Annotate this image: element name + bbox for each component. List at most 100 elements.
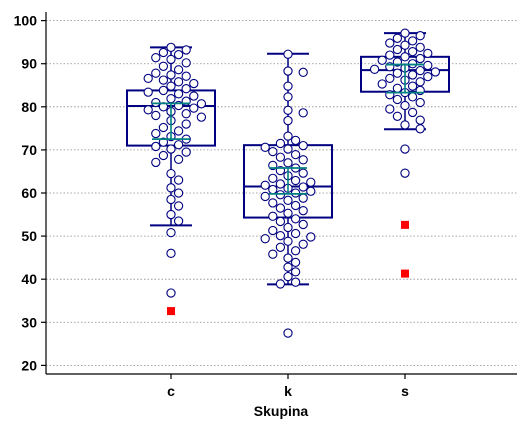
data-point: [283, 271, 293, 282]
data-point: [166, 288, 176, 298]
data-point: [283, 49, 293, 59]
data-point: [392, 94, 403, 105]
data-point: [275, 203, 286, 213]
data-point: [385, 73, 395, 84]
y-tick-label: 60: [21, 185, 37, 201]
y-tick-label: 70: [21, 142, 37, 158]
data-point: [392, 44, 403, 55]
data-point: [283, 208, 293, 218]
data-point: [290, 277, 301, 287]
data-point: [189, 78, 199, 89]
data-point: [260, 180, 270, 190]
data-point: [181, 58, 191, 68]
data-point: [158, 137, 169, 147]
data-point: [275, 231, 286, 241]
data-point: [166, 42, 176, 52]
data-point: [166, 168, 176, 179]
outlier-marker: [167, 307, 175, 316]
data-point: [415, 53, 425, 64]
data-point: [268, 173, 278, 183]
data-point: [151, 68, 161, 78]
data-point: [377, 55, 387, 65]
data-point: [407, 70, 418, 80]
data-point: [290, 246, 301, 256]
data-point: [283, 262, 293, 272]
data-point: [173, 89, 184, 99]
data-point: [400, 100, 410, 111]
data-point: [181, 119, 191, 129]
data-point: [196, 99, 207, 109]
data-point: [283, 105, 293, 115]
data-point: [290, 257, 301, 268]
data-point: [392, 33, 403, 43]
data-point: [158, 85, 169, 96]
y-tick-label: 80: [21, 99, 37, 115]
data-point: [173, 65, 184, 75]
data-point: [298, 219, 308, 230]
data-point: [181, 84, 191, 94]
data-point: [268, 249, 278, 259]
data-point: [181, 109, 191, 119]
data-point: [158, 150, 169, 161]
data-point: [151, 141, 161, 152]
data-point: [385, 104, 395, 114]
data-point: [143, 87, 153, 97]
data-point: [415, 115, 425, 125]
data-point: [283, 131, 293, 141]
x-tick-label: k: [284, 383, 292, 399]
y-tick-label: 100: [14, 13, 38, 29]
data-point: [151, 110, 161, 121]
data-point: [407, 107, 418, 118]
data-point: [158, 75, 169, 85]
data-point: [166, 194, 176, 205]
data-point: [173, 77, 184, 87]
data-point: [407, 46, 418, 57]
outliers: [167, 220, 409, 316]
data-point: [385, 38, 395, 48]
data-point: [283, 158, 293, 168]
data-point: [166, 93, 176, 104]
data-point: [298, 239, 308, 249]
data-point: [166, 183, 176, 193]
data-point: [415, 65, 425, 76]
median-confidence-intervals: [152, 63, 424, 195]
data-point: [298, 182, 308, 192]
data-point: [143, 105, 153, 115]
data-point: [423, 48, 433, 59]
data-point: [415, 97, 425, 108]
data-point: [306, 186, 316, 196]
data-point: [173, 154, 184, 165]
data-point: [173, 140, 184, 150]
data-point: [189, 103, 199, 113]
data-point: [415, 42, 425, 52]
data-point: [423, 60, 433, 71]
data-point: [298, 168, 308, 178]
y-tick-label: 90: [21, 56, 37, 72]
data-point: [173, 175, 184, 185]
data-point: [430, 67, 441, 77]
data-point: [283, 195, 293, 205]
data-point: [290, 135, 301, 146]
data-point: [415, 77, 425, 87]
data-point: [166, 70, 176, 80]
data-point: [181, 71, 191, 81]
data-point: [166, 144, 176, 154]
data-points: [143, 28, 441, 338]
data-point: [181, 147, 191, 157]
data-point: [173, 188, 184, 198]
data-point: [298, 206, 308, 216]
data-point: [400, 40, 410, 50]
data-point: [275, 279, 286, 289]
outlier-marker: [401, 269, 409, 278]
data-point: [400, 52, 410, 62]
data-point: [275, 179, 286, 189]
data-point: [275, 138, 286, 149]
data-point: [189, 91, 199, 101]
data-point: [298, 155, 308, 165]
data-point: [392, 111, 403, 121]
x-tick-label: s: [401, 383, 409, 399]
data-point: [283, 115, 293, 126]
data-point: [173, 216, 184, 226]
x-tick-label: c: [167, 383, 175, 399]
data-point: [283, 92, 293, 102]
